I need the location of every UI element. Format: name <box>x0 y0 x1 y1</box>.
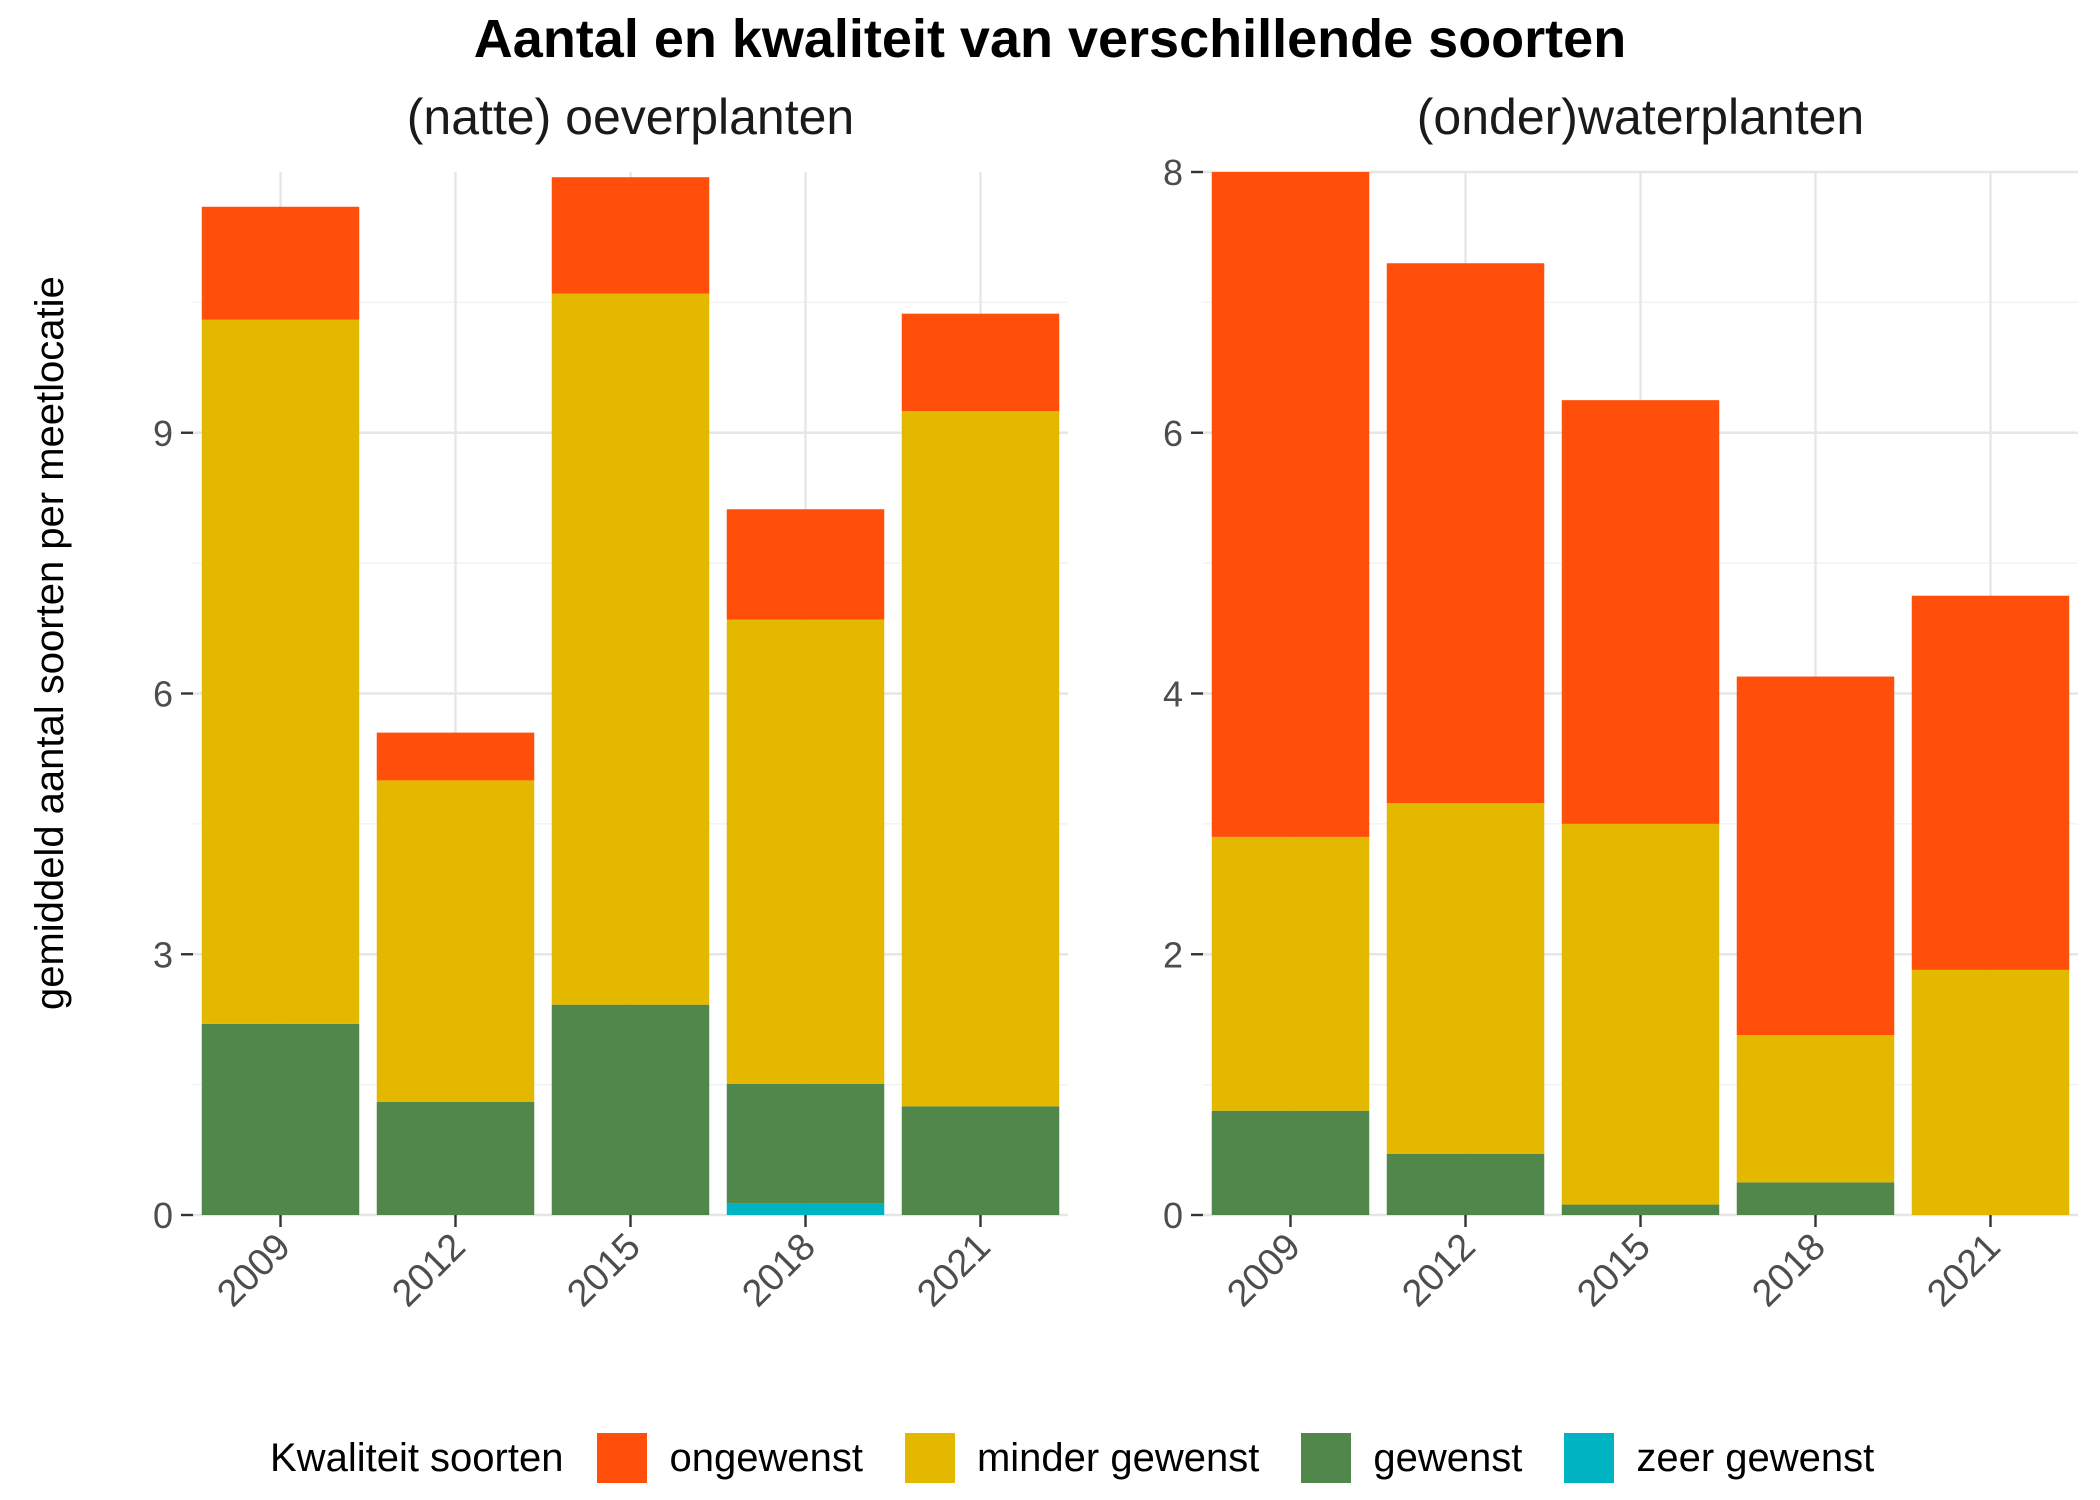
legend-title: Kwaliteit soorten <box>270 1435 564 1480</box>
bar-segment-ongewenst-2012 <box>1386 263 1545 804</box>
bars <box>201 177 1060 1215</box>
chart-title: Aantal en kwaliteit van verschillende so… <box>473 9 1627 69</box>
bar-segment-gewenst-2009 <box>1211 1110 1370 1215</box>
bar-segment-gewenst-2009 <box>201 1023 360 1215</box>
legend-swatch-minder-gewenst <box>904 1433 955 1483</box>
bar-segment-minder-gewenst-2009 <box>201 319 360 1024</box>
bar-segment-minder-gewenst-2009 <box>1211 836 1370 1111</box>
legend-label-minder-gewenst: minder gewenst <box>976 1435 1260 1480</box>
bar-segment-gewenst-2015 <box>551 1004 710 1215</box>
bar-segment-ongewenst-2021 <box>1911 595 2070 970</box>
bar-segment-gewenst-2018 <box>726 1083 885 1204</box>
facet-title-oeverplanten: (natte) oeverplanten <box>406 89 855 145</box>
bar-segment-ongewenst-2009 <box>1211 172 1370 837</box>
legend-label-ongewenst: ongewenst <box>669 1435 863 1480</box>
bar-segment-ongewenst-2012 <box>376 732 535 781</box>
legend-swatch-gewenst <box>1301 1433 1352 1483</box>
legend-item-zeer-gewenst: zeer gewenst <box>1564 1433 1874 1483</box>
y-tick-label: 0 <box>153 1195 173 1236</box>
facet-title-waterplanten: (onder)waterplanten <box>1416 89 1865 145</box>
legend-label-zeer-gewenst: zeer gewenst <box>1636 1435 1875 1480</box>
bar-segment-gewenst-2018 <box>1736 1182 1895 1215</box>
y-tick-label: 6 <box>153 674 173 715</box>
bar-segment-ongewenst-2018 <box>726 509 885 620</box>
y-tick-label: 4 <box>1163 674 1183 715</box>
bar-segment-ongewenst-2018 <box>1736 676 1895 1036</box>
bars <box>1211 172 2070 1215</box>
x-tick-label: 2015 <box>1569 1226 1658 1315</box>
x-tick-label: 2018 <box>734 1226 823 1315</box>
bar-segment-minder-gewenst-2018 <box>1736 1035 1895 1183</box>
x-tick-label: 2021 <box>1919 1226 2008 1315</box>
x-tick-label: 2012 <box>1394 1226 1483 1315</box>
y-tick-label: 6 <box>1163 413 1183 454</box>
x-tick-label: 2009 <box>1219 1226 1308 1315</box>
bar-segment-minder-gewenst-2015 <box>1561 823 1720 1205</box>
y-tick-label: 8 <box>1163 152 1183 193</box>
bar-segment-gewenst-2021 <box>901 1106 1060 1215</box>
legend-swatch-ongewenst <box>597 1433 648 1483</box>
bar-segment-ongewenst-2015 <box>1561 400 1720 824</box>
y-tick-label: 9 <box>153 413 173 454</box>
bar-segment-gewenst-2015 <box>1561 1204 1720 1215</box>
x-tick-label: 2009 <box>209 1226 298 1315</box>
legend: Kwaliteit soorten ongewenst minder gewen… <box>270 1428 1904 1488</box>
bar-segment-gewenst-2012 <box>376 1102 535 1215</box>
x-tick-label: 2021 <box>909 1226 998 1315</box>
legend-item-ongewenst: ongewenst <box>597 1433 863 1483</box>
x-tick-label: 2015 <box>559 1226 648 1315</box>
legend-label-gewenst: gewenst <box>1373 1435 1523 1480</box>
legend-item-gewenst: gewenst <box>1301 1433 1522 1483</box>
legend-swatch-zeer-gewenst <box>1564 1433 1615 1483</box>
bar-segment-minder-gewenst-2015 <box>551 293 710 1005</box>
bar-segment-minder-gewenst-2021 <box>1911 969 2070 1215</box>
bar-segment-ongewenst-2009 <box>201 206 360 320</box>
bar-segment-gewenst-2012 <box>1386 1153 1545 1215</box>
bar-segment-minder-gewenst-2012 <box>1386 803 1545 1154</box>
bar-segment-ongewenst-2015 <box>551 177 710 294</box>
y-tick-label: 3 <box>153 934 173 975</box>
bar-segment-zeer-gewenst-2018 <box>726 1203 885 1215</box>
x-tick-label: 2012 <box>384 1226 473 1315</box>
bar-segment-minder-gewenst-2012 <box>376 780 535 1103</box>
legend-item-minder-gewenst: minder gewenst <box>904 1433 1260 1483</box>
y-tick-label: 2 <box>1163 934 1183 975</box>
bar-segment-ongewenst-2021 <box>901 313 1060 412</box>
bar-segment-minder-gewenst-2018 <box>726 619 885 1084</box>
panel-1: 0 2 4 6 8 2009 2012 2015 2018 2021 <box>1163 152 2078 1315</box>
y-tick-label: 0 <box>1163 1195 1183 1236</box>
x-tick-label: 2018 <box>1744 1226 1833 1315</box>
bar-segment-minder-gewenst-2021 <box>901 411 1060 1107</box>
panel-0: 0 3 6 9 2009 2012 2015 2018 2021 <box>153 172 1068 1315</box>
